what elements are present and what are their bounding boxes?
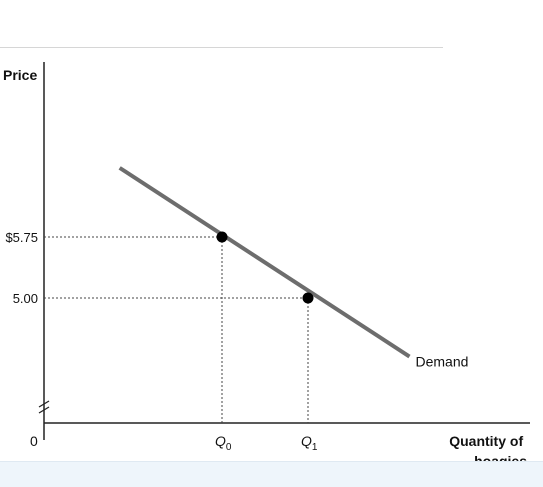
axes: [38, 62, 530, 440]
x-tick-label-1: Q1: [301, 433, 318, 453]
origin-label: 0: [30, 433, 38, 449]
y-tick-label-0: $5.75: [5, 230, 38, 245]
guide-lines: [44, 236, 309, 423]
x-axis-label-line1: Quantity of: [449, 433, 523, 449]
demand-curve: [118, 166, 411, 359]
equilibrium-points: [216, 231, 314, 304]
y-axis-label: Price: [3, 67, 37, 83]
demand-point-1: [302, 292, 314, 304]
series-label-demand: Demand: [415, 354, 468, 370]
demand-point-0: [216, 231, 228, 243]
x-tick-label-0: Q0: [215, 433, 232, 453]
x-tick-labels: Q0 Q1: [215, 433, 318, 453]
y-tick-labels: $5.75 5.00: [5, 230, 38, 306]
bottom-band: [0, 461, 543, 487]
top-divider: [0, 47, 443, 48]
y-axis-break: [38, 400, 50, 414]
y-tick-label-1: 5.00: [13, 291, 38, 306]
